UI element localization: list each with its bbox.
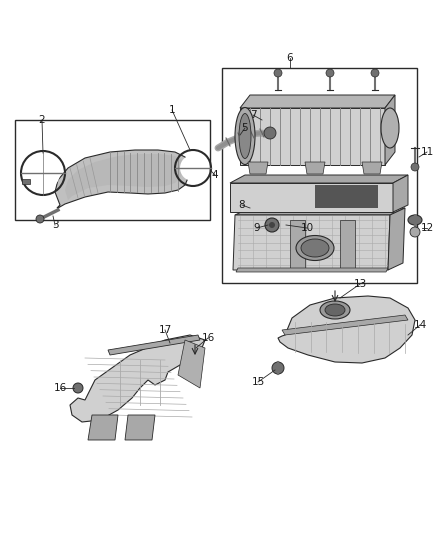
Circle shape — [180, 155, 206, 181]
Circle shape — [371, 69, 379, 77]
Circle shape — [264, 127, 276, 139]
Polygon shape — [385, 95, 395, 165]
Polygon shape — [362, 162, 382, 174]
Polygon shape — [235, 208, 405, 215]
Text: 6: 6 — [287, 53, 293, 63]
Bar — [22, 179, 30, 184]
Text: 5: 5 — [242, 123, 248, 133]
Text: 7: 7 — [250, 110, 256, 120]
Text: 16: 16 — [53, 383, 67, 393]
Polygon shape — [388, 208, 405, 270]
Polygon shape — [393, 175, 408, 212]
Circle shape — [410, 227, 420, 237]
Polygon shape — [108, 335, 200, 355]
Polygon shape — [55, 150, 190, 208]
Polygon shape — [315, 185, 378, 208]
Circle shape — [326, 69, 334, 77]
Text: 2: 2 — [39, 115, 45, 125]
Bar — [15, 120, 210, 220]
Polygon shape — [340, 220, 355, 268]
Ellipse shape — [320, 301, 350, 319]
Polygon shape — [290, 220, 305, 268]
Polygon shape — [236, 268, 388, 272]
Text: 8: 8 — [239, 200, 245, 210]
Text: 11: 11 — [420, 147, 434, 157]
Polygon shape — [230, 183, 393, 212]
Text: 13: 13 — [353, 279, 367, 289]
Polygon shape — [240, 108, 385, 165]
Text: 3: 3 — [52, 220, 58, 230]
Polygon shape — [282, 315, 408, 335]
Circle shape — [36, 215, 44, 223]
Circle shape — [411, 163, 419, 171]
Polygon shape — [70, 335, 205, 422]
Polygon shape — [178, 340, 205, 388]
Text: 9: 9 — [254, 223, 260, 233]
Text: 12: 12 — [420, 223, 434, 233]
Polygon shape — [88, 415, 118, 440]
Polygon shape — [230, 175, 408, 183]
Polygon shape — [125, 415, 155, 440]
Ellipse shape — [239, 114, 251, 158]
Bar — [222, 68, 417, 283]
Circle shape — [269, 222, 275, 228]
Text: 16: 16 — [201, 333, 215, 343]
Polygon shape — [240, 95, 395, 108]
Text: 4: 4 — [212, 170, 218, 180]
Circle shape — [274, 69, 282, 77]
Ellipse shape — [296, 236, 334, 261]
Text: 14: 14 — [413, 320, 427, 330]
Ellipse shape — [235, 108, 255, 165]
Circle shape — [26, 156, 60, 190]
Polygon shape — [248, 162, 268, 174]
Text: 17: 17 — [159, 325, 172, 335]
Text: 15: 15 — [251, 377, 265, 387]
Polygon shape — [278, 296, 415, 363]
Text: 10: 10 — [300, 223, 314, 233]
Polygon shape — [305, 162, 325, 174]
Ellipse shape — [325, 304, 345, 316]
Ellipse shape — [301, 239, 329, 257]
Ellipse shape — [408, 215, 422, 225]
Text: 1: 1 — [169, 105, 175, 115]
Circle shape — [272, 362, 284, 374]
Circle shape — [265, 218, 279, 232]
Polygon shape — [65, 154, 185, 200]
Circle shape — [73, 383, 83, 393]
Ellipse shape — [381, 108, 399, 148]
Polygon shape — [233, 215, 390, 270]
